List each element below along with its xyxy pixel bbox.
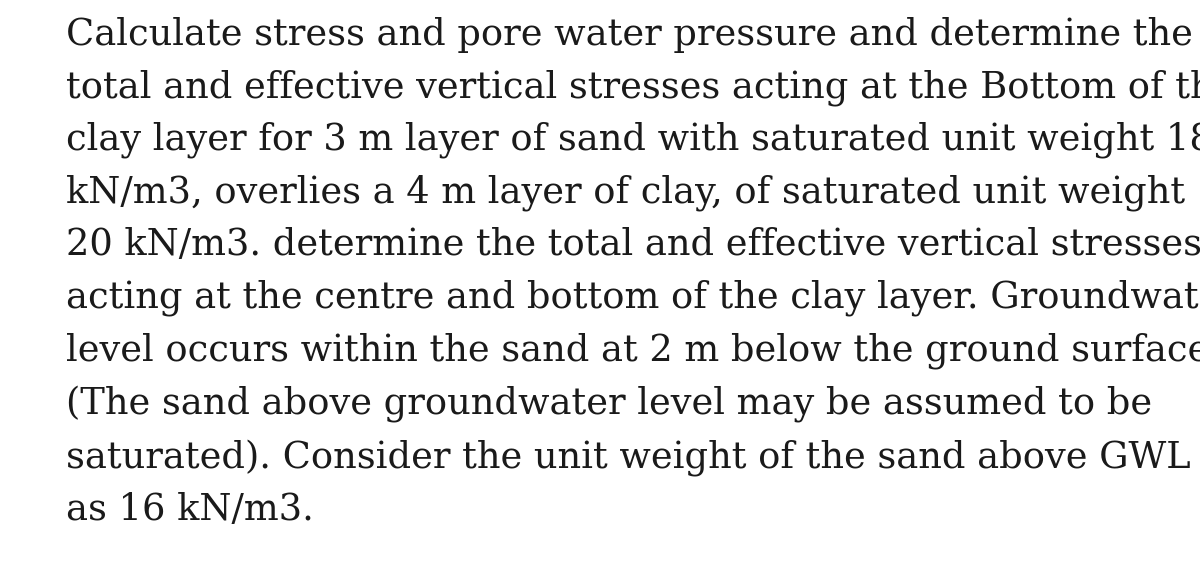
Text: Calculate stress and pore water pressure and determine the
total and effective v: Calculate stress and pore water pressure…: [66, 17, 1200, 528]
